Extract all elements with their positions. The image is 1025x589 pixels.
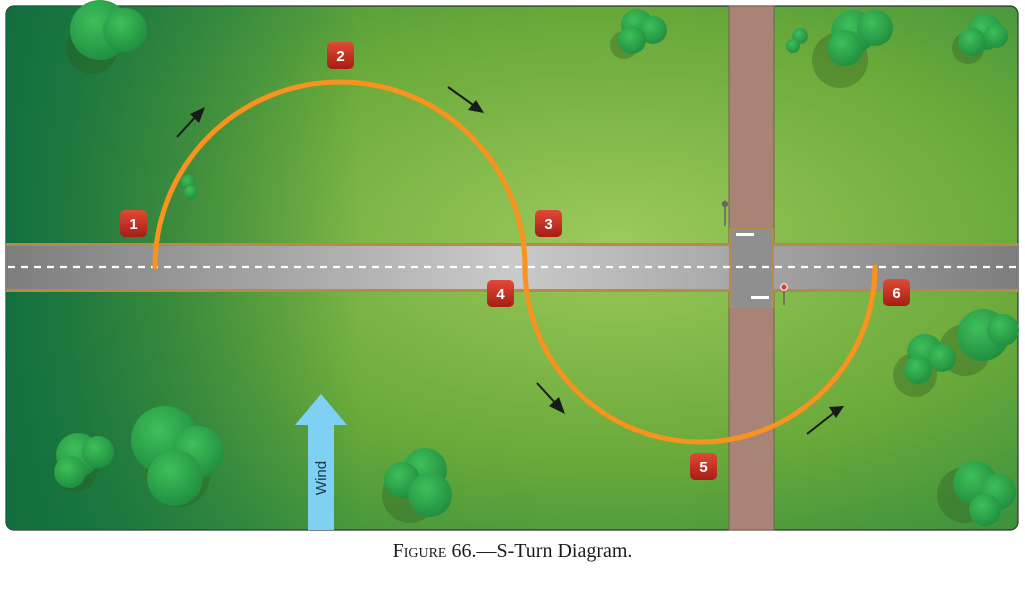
s-turn-diagram: Wind 1 2 3 4 5 6 [5, 0, 1019, 531]
marker-6: 6 [883, 279, 910, 306]
s-turn-path [152, 79, 878, 445]
svg-text:6: 6 [892, 285, 900, 302]
direction-arrows [176, 86, 844, 435]
tree [181, 175, 198, 199]
direction-arrow-icon [536, 382, 565, 414]
direction-arrow-icon [176, 107, 205, 138]
tree [786, 28, 808, 53]
tree [131, 406, 224, 506]
svg-text:4: 4 [496, 286, 505, 303]
marker-1: 1 [120, 210, 147, 237]
tree [957, 309, 1019, 361]
stop-line [751, 296, 769, 299]
tree [70, 0, 147, 60]
wind-arrow-icon [295, 394, 347, 530]
tree [958, 14, 1008, 56]
figure-caption-title: —S-Turn Diagram. [476, 540, 633, 562]
figure-caption-prefix: Figure 66. [392, 540, 477, 562]
stop-sign [780, 283, 788, 305]
tree [953, 461, 1016, 526]
direction-arrow-icon [806, 406, 844, 435]
svg-text:5: 5 [699, 459, 707, 476]
marker-3: 3 [535, 210, 562, 237]
marker-2: 2 [327, 42, 354, 69]
stop-line [736, 233, 754, 236]
wind-arrow: Wind [295, 394, 347, 530]
tree [904, 334, 956, 384]
tree [827, 10, 893, 66]
tree [384, 448, 452, 517]
svg-text:3: 3 [544, 216, 552, 233]
trees [53, 0, 1019, 526]
wind-label: Wind [313, 461, 330, 495]
figure-caption: Figure 66.—S-Turn Diagram. [0, 540, 1025, 563]
marker-4: 4 [487, 280, 514, 307]
svg-text:1: 1 [129, 216, 137, 233]
tree [54, 433, 114, 488]
stop-sign [721, 200, 729, 226]
svg-text:2: 2 [336, 48, 344, 65]
direction-arrow-icon [447, 86, 484, 113]
marker-5: 5 [690, 453, 717, 480]
tree [618, 9, 667, 54]
